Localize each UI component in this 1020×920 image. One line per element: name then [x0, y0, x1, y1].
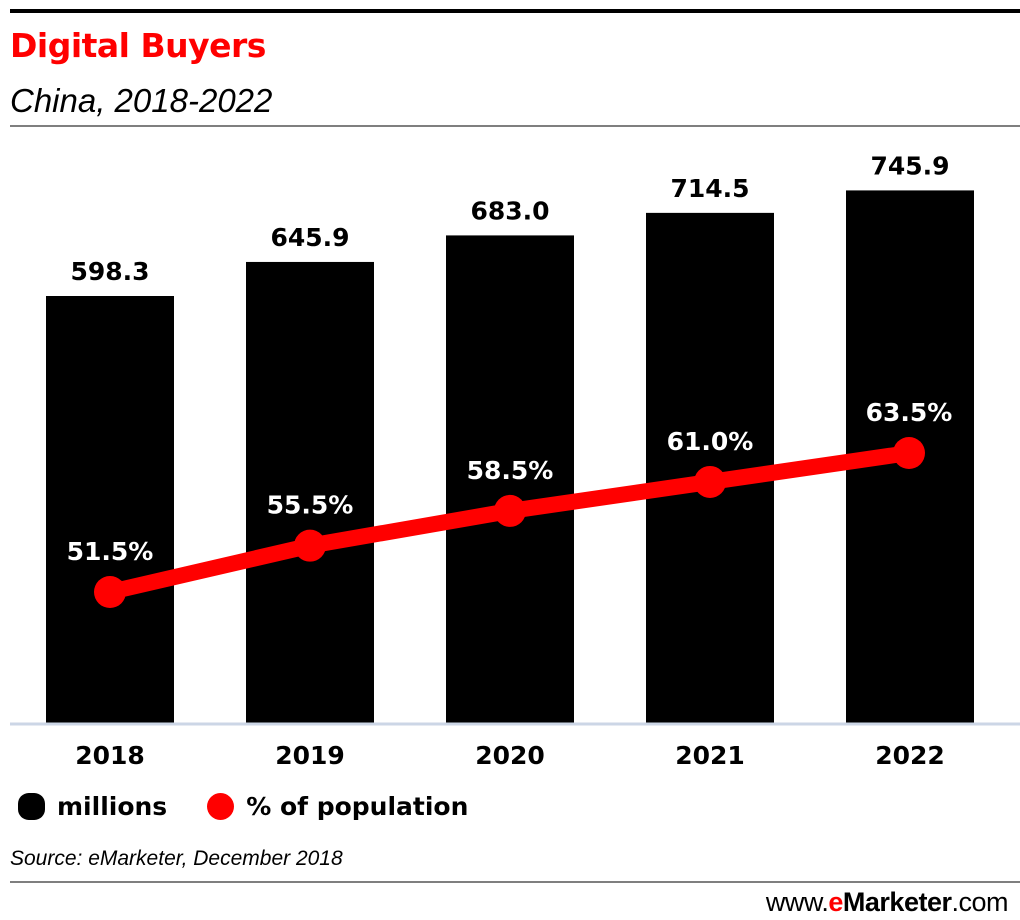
brand-suffix: .com — [951, 887, 1008, 917]
bar-value-label-2020: 683.0 — [470, 196, 549, 225]
top-rule — [10, 9, 1020, 13]
x-tick-label-2022: 2022 — [875, 741, 945, 770]
legend-swatch-millions-icon — [18, 792, 45, 820]
chart-subtitle: China, 2018-2022 — [10, 82, 273, 119]
population-value-label-2018: 51.5% — [67, 537, 154, 566]
bar-value-label-2021: 714.5 — [670, 174, 749, 203]
bar-2018 — [46, 296, 174, 724]
bar-2020 — [446, 235, 574, 724]
population-point-2022 — [893, 437, 925, 469]
bar-labels-layer: 598.3 645.9 683.0 714.5 745.9 — [70, 151, 949, 286]
footer-divider — [10, 881, 1020, 883]
brand-prefix: www. — [765, 887, 829, 917]
x-tick-label-2020: 2020 — [475, 741, 545, 770]
legend-item-millions: millions — [18, 792, 167, 821]
brand-name: Marketer — [842, 887, 952, 917]
chart-title: Digital Buyers — [10, 26, 266, 65]
pct-labels-layer: 51.5% 55.5% 58.5% 61.0% 63.5% — [67, 398, 953, 566]
legend-label-population: % of population — [246, 791, 469, 821]
x-tick-label-2019: 2019 — [275, 741, 345, 770]
bar-2019 — [246, 261, 374, 724]
brand-e: e — [828, 887, 843, 917]
x-tick-label-2021: 2021 — [675, 741, 745, 770]
population-point-2020 — [494, 494, 526, 527]
population-point-2021 — [694, 465, 726, 498]
line-layer — [94, 437, 925, 608]
population-point-2019 — [294, 529, 326, 562]
bar-value-label-2019: 645.9 — [270, 223, 349, 252]
chart-plot: 598.3 645.9 683.0 714.5 745.9 51.5% 55.5% 58.5… — [10, 151, 1020, 770]
legend: millions % of population — [18, 788, 508, 824]
legend-swatch-population-icon — [207, 792, 235, 820]
bar-value-label-2018: 598.3 — [70, 257, 149, 286]
population-value-label-2022: 63.5% — [866, 398, 953, 427]
population-value-label-2020: 58.5% — [467, 456, 554, 485]
subtitle-divider — [10, 125, 1020, 127]
brand-logo: www.eMarketer.com — [765, 887, 1009, 918]
x-tick-label-2018: 2018 — [75, 741, 145, 770]
x-labels-layer: 2018 2019 2020 2021 2022 — [75, 741, 945, 770]
population-value-label-2021: 61.0% — [667, 427, 754, 456]
bar-value-label-2022: 745.9 — [870, 151, 949, 180]
legend-item-population: % of population — [207, 792, 468, 821]
population-value-label-2019: 55.5% — [267, 491, 354, 520]
legend-label-millions: millions — [57, 791, 168, 821]
source-note: Source: eMarketer, December 2018 — [10, 847, 343, 870]
population-point-2018 — [94, 576, 126, 608]
